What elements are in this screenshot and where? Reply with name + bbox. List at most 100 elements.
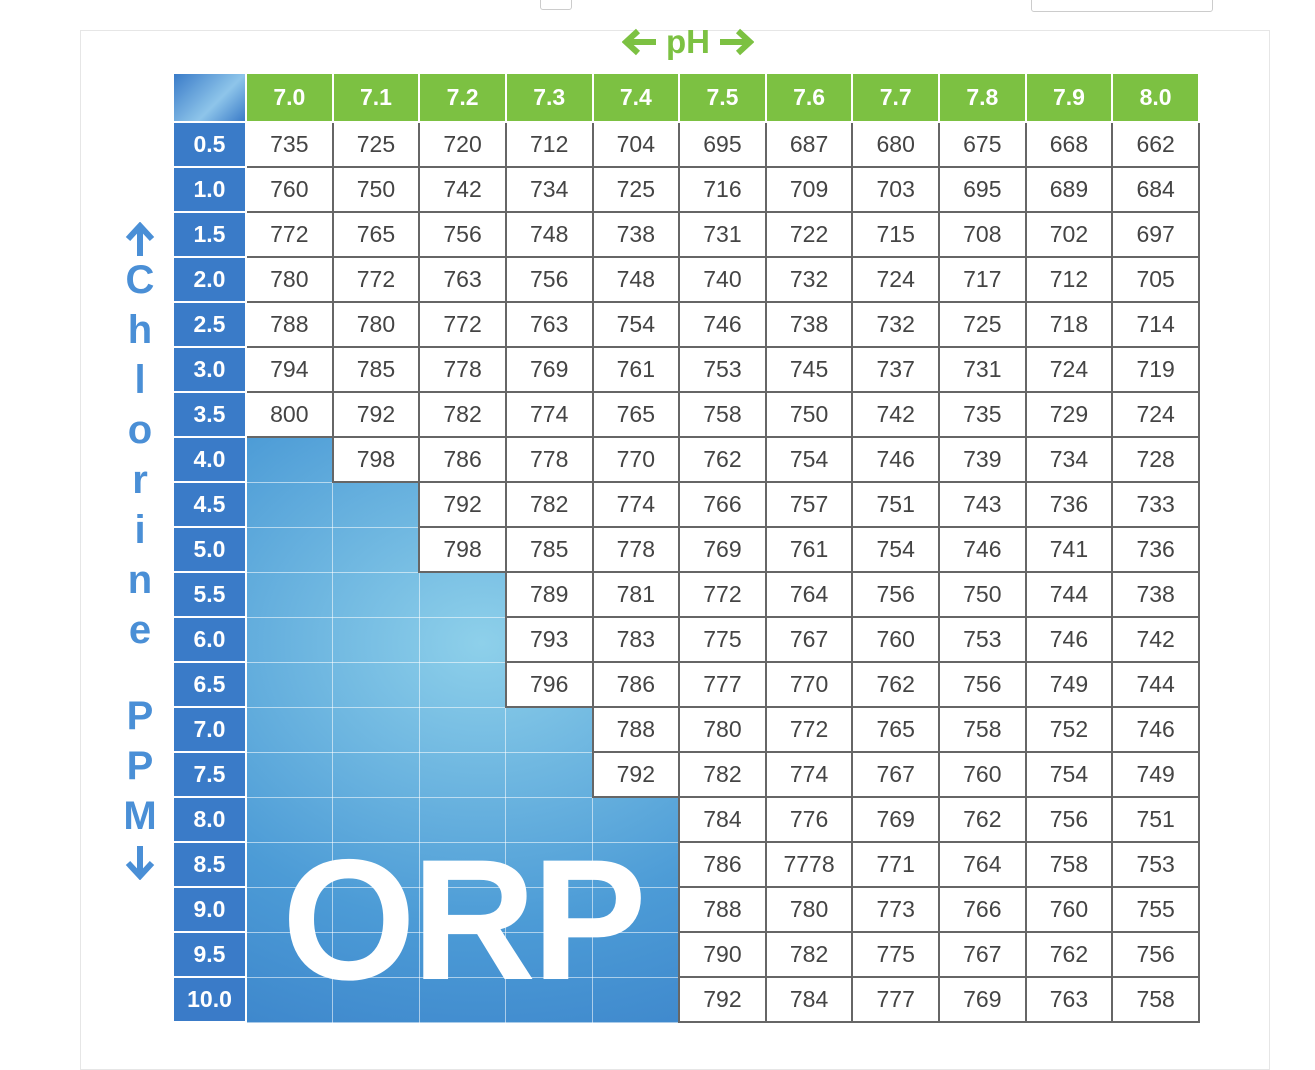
orp-value: 760 — [1024, 886, 1114, 933]
empty-cell — [332, 706, 420, 753]
orp-value: 772 — [245, 211, 334, 258]
orp-value: 760 — [938, 751, 1027, 798]
table-row: 3.0 794 785 778 769 761 753 745 737 731 724 719 — [174, 346, 1200, 393]
orp-value: 689 — [1024, 166, 1114, 213]
row-header: 1.0 — [174, 166, 247, 213]
orp-value: 763 — [418, 256, 507, 303]
orp-value: 790 — [678, 931, 767, 978]
orp-value: 788 — [245, 301, 334, 348]
orp-value: 780 — [678, 706, 767, 753]
orp-value: 772 — [764, 706, 854, 753]
empty-cell — [505, 886, 593, 933]
orp-value: 746 — [851, 436, 940, 483]
orp-value: 750 — [331, 166, 421, 213]
orp-value: 724 — [1024, 346, 1114, 393]
page-input[interactable] — [540, 0, 572, 10]
orp-value: 781 — [591, 571, 681, 618]
orp-value: 743 — [938, 481, 1027, 528]
empty-cell — [332, 526, 420, 573]
orp-value: 746 — [1111, 706, 1200, 753]
orp-value: 742 — [418, 166, 507, 213]
orp-value: 748 — [504, 211, 594, 258]
orp-value: 774 — [504, 391, 594, 438]
orp-value: 778 — [591, 526, 681, 573]
orp-value: 762 — [1024, 931, 1114, 978]
orp-value: 777 — [678, 661, 767, 708]
row-header: 8.0 — [174, 796, 247, 843]
orp-value: 783 — [591, 616, 681, 663]
orp-value: 754 — [851, 526, 940, 573]
side-label: Chlorine PPM — [118, 222, 162, 880]
empty-cell — [592, 931, 680, 978]
column-header: 7.5 — [678, 74, 767, 123]
orp-value: 766 — [938, 886, 1027, 933]
orp-value: 751 — [1111, 796, 1200, 843]
orp-value: 798 — [418, 526, 507, 573]
row-header: 7.0 — [174, 706, 247, 753]
column-header: 7.8 — [938, 74, 1027, 123]
empty-cell — [332, 661, 420, 708]
orp-value: 770 — [591, 436, 681, 483]
orp-value: 770 — [764, 661, 854, 708]
empty-cell — [245, 616, 334, 663]
orp-value: 769 — [504, 346, 594, 393]
orp-value: 798 — [331, 436, 421, 483]
empty-cell — [332, 976, 420, 1023]
orp-value: 703 — [851, 166, 940, 213]
orp-value: 760 — [245, 166, 334, 213]
empty-cell — [505, 976, 593, 1023]
empty-cell — [332, 481, 420, 528]
orp-value: 744 — [1024, 571, 1114, 618]
up-arrow — [125, 222, 155, 256]
orp-value: 786 — [678, 841, 767, 888]
orp-value: 741 — [1024, 526, 1114, 573]
table-row: 4.5 792 782 774 766 757 751 743 736 733 — [174, 481, 1200, 528]
orp-value: 786 — [418, 436, 507, 483]
empty-cell — [418, 886, 507, 933]
orp-value: 758 — [938, 706, 1027, 753]
empty-cell — [505, 751, 593, 798]
orp-value: 735 — [245, 121, 334, 168]
orp-value: 746 — [1024, 616, 1114, 663]
orp-value: 761 — [764, 526, 854, 573]
orp-value: 750 — [764, 391, 854, 438]
orp-value: 792 — [678, 976, 767, 1023]
empty-cell — [418, 616, 507, 663]
orp-value: 753 — [938, 616, 1027, 663]
orp-value: 792 — [591, 751, 681, 798]
orp-value: 796 — [504, 661, 594, 708]
empty-cell — [332, 616, 420, 663]
empty-cell — [332, 796, 420, 843]
orp-table: 7.0 7.1 7.2 7.3 7.4 7.5 7.6 7.7 7.8 7.9 8.0 0.5 735 7… — [174, 74, 1200, 1023]
orp-value: 738 — [764, 301, 854, 348]
orp-value: 717 — [938, 256, 1027, 303]
table-row: 9.0 788 780 773 766 760 755 — [174, 886, 1200, 933]
orp-value: 716 — [678, 166, 767, 213]
ph-label: pH — [666, 23, 710, 60]
orp-value: 769 — [851, 796, 940, 843]
orp-value: 695 — [938, 166, 1027, 213]
column-header: 7.7 — [851, 74, 940, 123]
orp-value: 733 — [1111, 481, 1200, 528]
table-row: 9.5 790 782 775 767 762 756 — [174, 931, 1200, 978]
orp-value: 684 — [1111, 166, 1200, 213]
orp-value: 754 — [591, 301, 681, 348]
orp-value: 755 — [1111, 886, 1200, 933]
row-header: 6.0 — [174, 616, 247, 663]
orp-value: 758 — [1024, 841, 1114, 888]
empty-cell — [418, 841, 507, 888]
orp-value: 752 — [1024, 706, 1114, 753]
orp-value: 728 — [1111, 436, 1200, 483]
search-box[interactable] — [1031, 0, 1213, 12]
orp-value: 764 — [938, 841, 1027, 888]
empty-cell — [332, 571, 420, 618]
orp-value: 775 — [851, 931, 940, 978]
column-header: 7.9 — [1024, 74, 1114, 123]
orp-value: 777 — [851, 976, 940, 1023]
orp-value: 718 — [1024, 301, 1114, 348]
row-header: 2.0 — [174, 256, 247, 303]
orp-value: 769 — [938, 976, 1027, 1023]
orp-value: 774 — [591, 481, 681, 528]
column-header: 7.2 — [418, 74, 507, 123]
orp-value: 749 — [1024, 661, 1114, 708]
